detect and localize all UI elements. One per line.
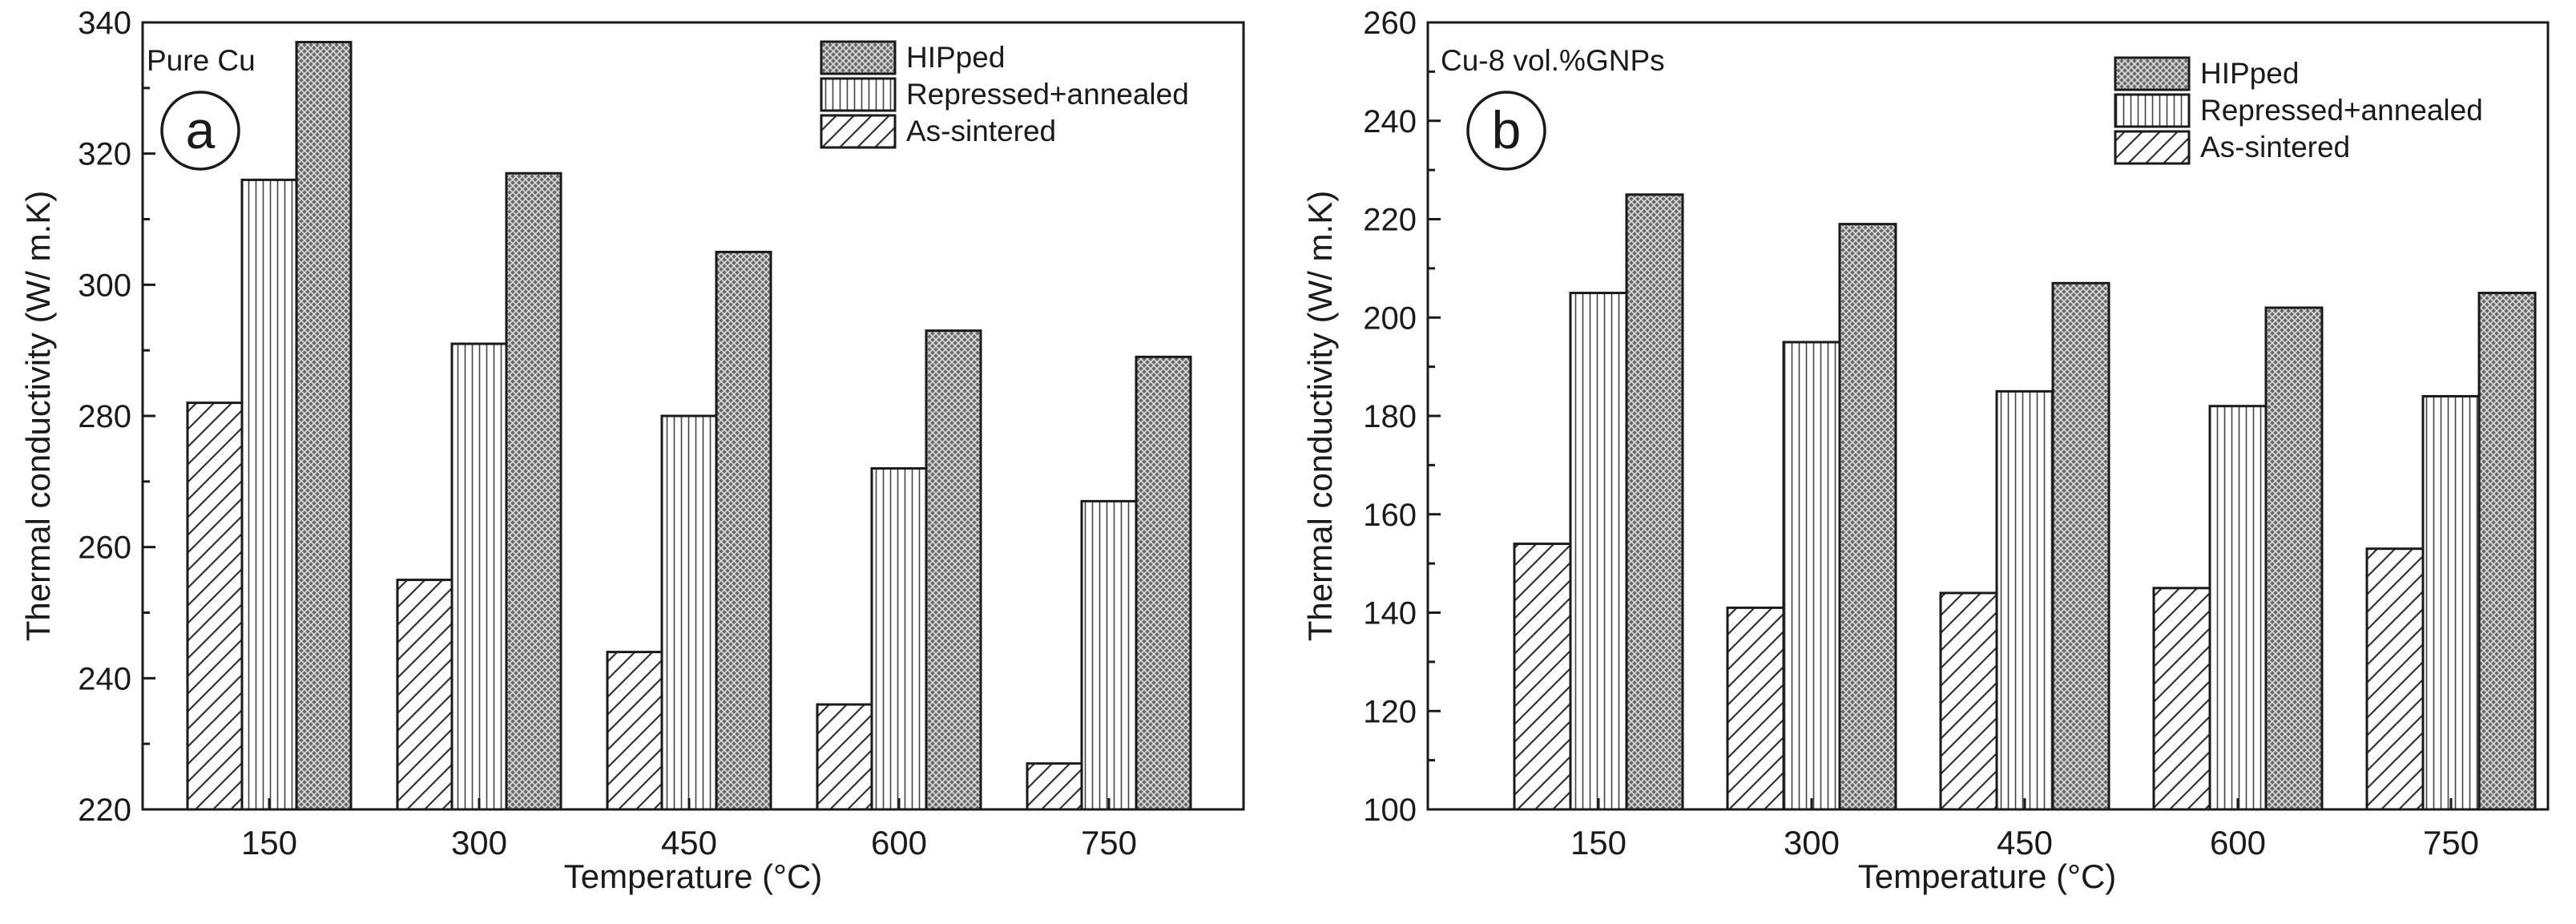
legend-panel-b: HIPped Repressed+annealed As-sintered	[2114, 56, 2483, 165]
x-tick-label: 600	[2210, 824, 2266, 861]
bar-hipped-600	[925, 329, 982, 811]
bar-as-sintered-300	[1726, 606, 1785, 811]
bar-hipped-150	[1625, 193, 1684, 811]
bar-as-sintered-600	[2152, 587, 2211, 811]
y-axis-label: Thermal conductivity (W/ m.K)	[1301, 191, 1339, 641]
bar-hipped-300	[505, 171, 562, 811]
y-tick-label: 160	[1363, 498, 1417, 533]
panel-title: Pure Cu	[147, 44, 256, 77]
bar-as-sintered-450	[1939, 591, 1998, 811]
panel-title: Cu-8 vol.%GNPs	[1441, 44, 1665, 77]
panel-letter-circle	[160, 91, 240, 171]
panel-letter: a	[186, 100, 216, 159]
y-axis-label: Thermal conductivity (W/ m.K)	[19, 191, 57, 641]
legend-label: As-sintered	[906, 115, 1056, 147]
y-tick-label: 320	[78, 137, 131, 172]
bar-hipped-750	[1135, 355, 1192, 811]
y-tick-label: 280	[78, 399, 131, 434]
bar-repressed-annealed-300	[450, 342, 508, 811]
y-tick-label: 340	[78, 6, 131, 41]
bars-panel-b	[1513, 193, 2537, 811]
legend-swatch	[820, 40, 897, 75]
x-tick-label: 750	[1081, 824, 1137, 861]
x-tick-label: 300	[451, 824, 507, 861]
ticks-panel-a: 150 300 450 600 750 220 240 260 280 300 320 340	[78, 6, 1137, 861]
bar-repressed-annealed-750	[1080, 499, 1138, 811]
y-tick-label: 260	[1363, 6, 1417, 41]
bar-hipped-150	[295, 41, 353, 811]
y-tick-label: 120	[1363, 694, 1417, 729]
x-tick-label: 750	[2423, 824, 2479, 861]
legend-label: Repressed+annealed	[906, 78, 1189, 111]
bar-repressed-annealed-600	[2208, 405, 2268, 811]
legend-swatch	[820, 114, 897, 149]
legend-label: As-sintered	[2200, 131, 2350, 163]
bar-hipped-450	[2051, 281, 2110, 811]
x-axis-label: Temperature (°C)	[1858, 857, 2117, 895]
bar-as-sintered-600	[816, 703, 873, 811]
panel-letter-circle	[1466, 91, 1546, 171]
bars-panel-a	[186, 41, 1192, 811]
legend-swatch	[2114, 93, 2191, 128]
bar-repressed-annealed-750	[2421, 394, 2481, 811]
bar-repressed-annealed-600	[870, 466, 928, 811]
ticks-panel-b: 150 300 450 600 750 100 120 140 160 180 200 220 240 2…	[1363, 6, 2479, 861]
bar-as-sintered-750	[1026, 762, 1083, 811]
x-tick-label: 300	[1784, 824, 1840, 861]
x-tick-label: 150	[241, 824, 297, 861]
bar-hipped-600	[2264, 306, 2324, 811]
bar-as-sintered-150	[1513, 543, 1572, 811]
legend-label: Repressed+annealed	[2200, 94, 2483, 127]
bar-repressed-annealed-150	[1569, 292, 1628, 811]
bar-hipped-450	[715, 250, 772, 811]
bar-repressed-annealed-300	[1782, 341, 1841, 811]
y-tick-label: 240	[78, 661, 131, 696]
bar-repressed-annealed-150	[240, 178, 298, 811]
bar-as-sintered-150	[186, 401, 244, 811]
x-tick-label: 450	[1997, 824, 2053, 861]
legend-swatch	[2114, 56, 2191, 91]
y-tick-label: 220	[1363, 203, 1417, 238]
y-tick-label: 260	[78, 531, 131, 566]
x-axis-label: Temperature (°C)	[564, 857, 823, 895]
panel-letter: b	[1492, 100, 1522, 159]
y-tick-label: 300	[78, 268, 131, 303]
y-tick-label: 140	[1363, 596, 1417, 631]
bar-hipped-750	[2477, 292, 2537, 811]
bar-hipped-300	[1838, 223, 1897, 811]
bar-repressed-annealed-450	[660, 414, 718, 811]
legend-panel-a: HIPped Repressed+annealed As-sintered	[820, 40, 1189, 149]
legend-label: HIPped	[906, 41, 1005, 74]
chart-panel-b: 150 300 450 600 750 100 120 140 160 180 200 220 240 2…	[1301, 6, 2550, 895]
y-tick-label: 240	[1363, 104, 1417, 139]
y-tick-label: 220	[78, 793, 131, 828]
chart-panel-a: 150 300 450 600 750 220 240 260 280 300 320 340 Pur…	[19, 6, 1245, 895]
bar-as-sintered-450	[606, 651, 663, 811]
legend-label: HIPped	[2200, 57, 2299, 90]
legend-swatch	[2114, 130, 2191, 165]
y-tick-label: 180	[1363, 399, 1417, 434]
bar-repressed-annealed-450	[1995, 389, 2054, 811]
y-tick-label: 100	[1363, 793, 1417, 828]
bar-as-sintered-750	[2365, 547, 2425, 811]
x-tick-label: 150	[1570, 824, 1627, 861]
bar-as-sintered-300	[396, 579, 454, 811]
x-tick-label: 450	[661, 824, 717, 861]
y-tick-label: 200	[1363, 301, 1417, 336]
x-tick-label: 600	[871, 824, 927, 861]
legend-swatch	[820, 77, 897, 112]
